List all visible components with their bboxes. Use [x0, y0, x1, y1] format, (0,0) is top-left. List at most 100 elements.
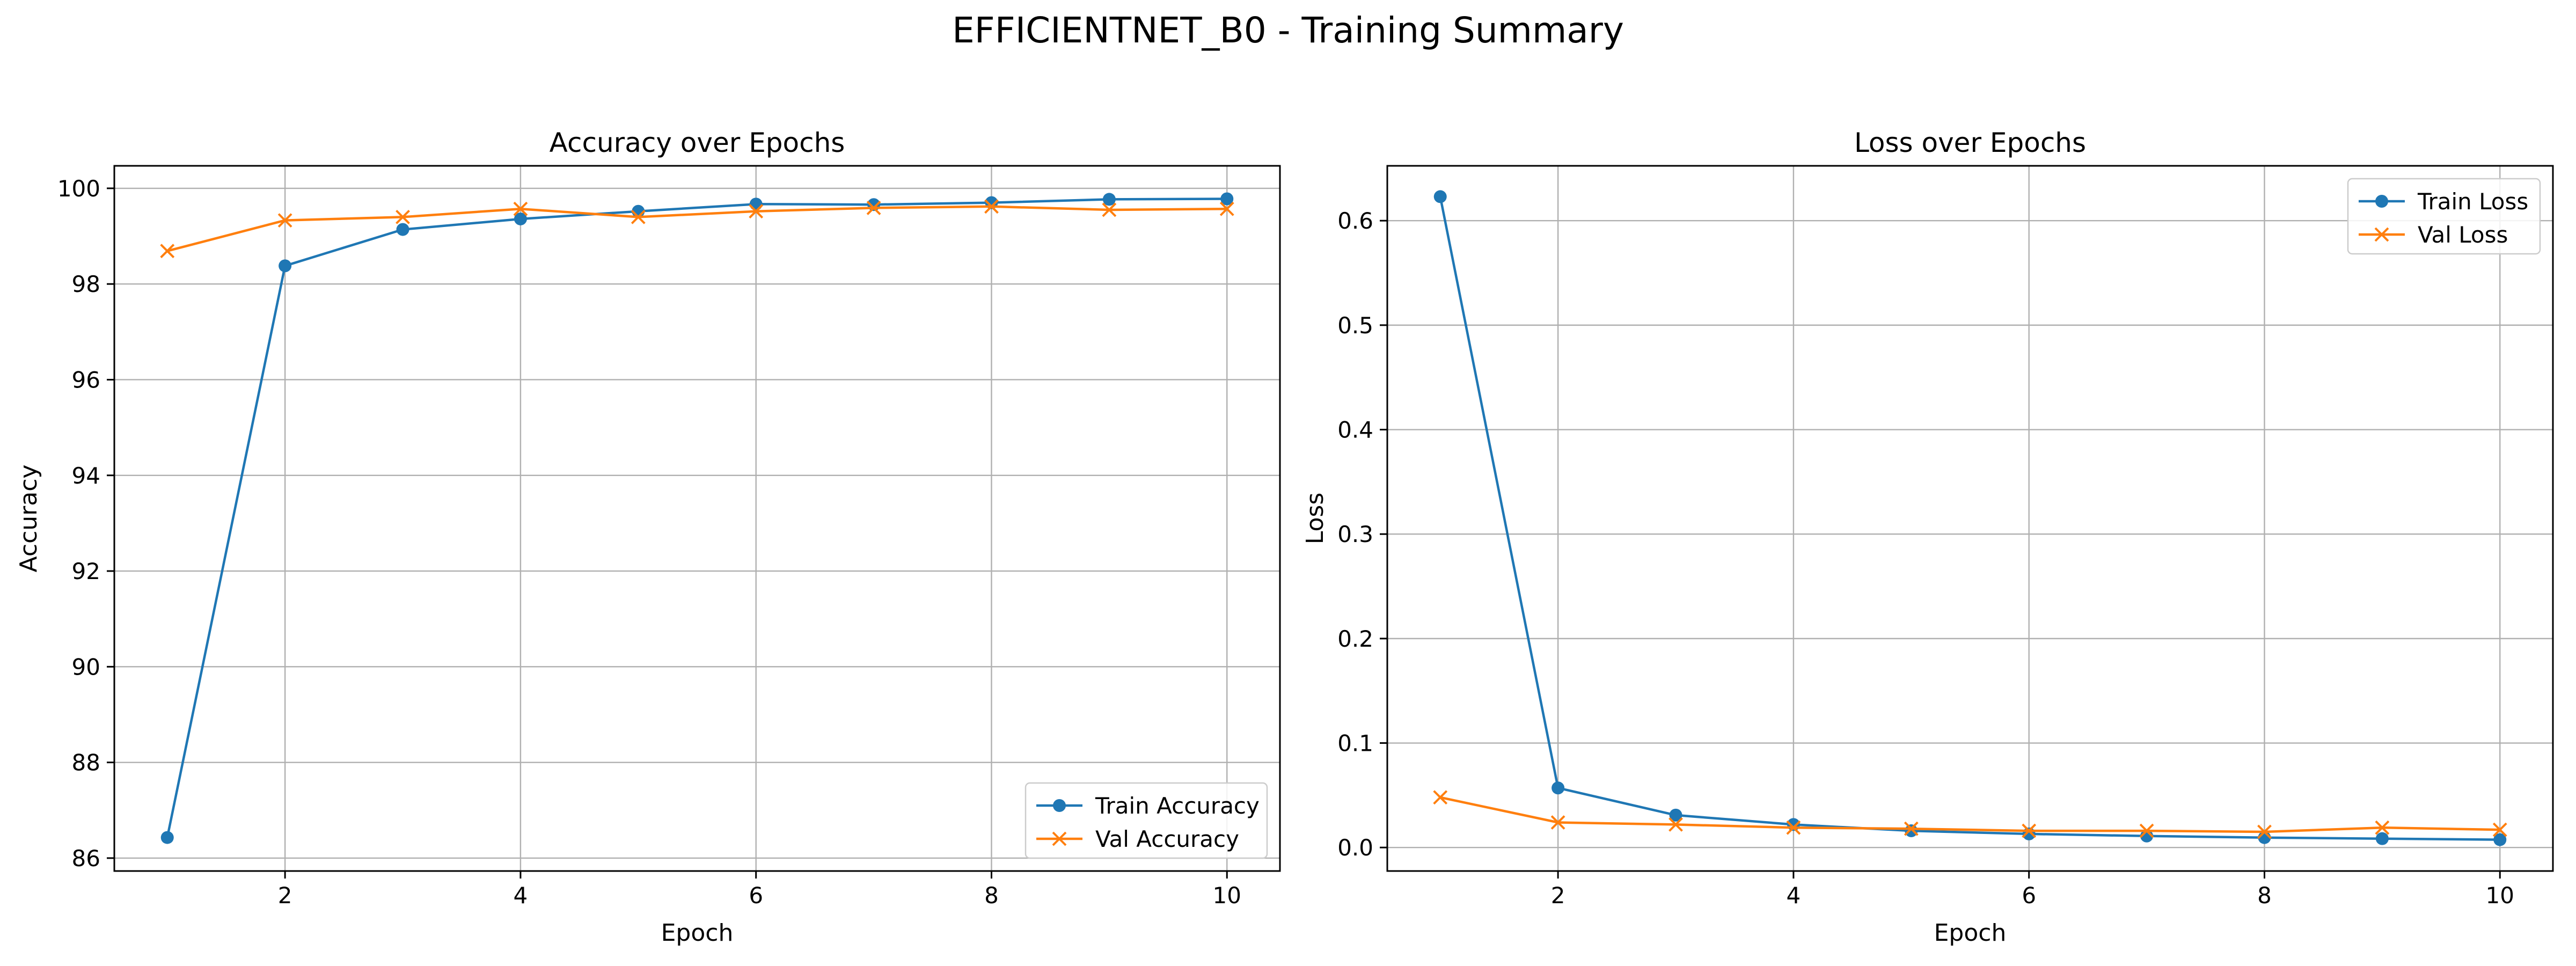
y-tick-label: 0.4	[1337, 417, 1373, 443]
data-point	[2139, 823, 2154, 838]
series-line-train	[1439, 196, 2500, 841]
data-point	[1220, 192, 1234, 206]
marker-stroke	[160, 244, 175, 259]
marker-stroke	[984, 199, 999, 214]
marker-stroke	[631, 209, 646, 224]
data-point	[396, 209, 410, 224]
legend-marker	[1052, 831, 1067, 846]
y-tick-label: 100	[57, 175, 100, 202]
plot-frame	[113, 165, 1281, 872]
data-point	[866, 201, 881, 215]
data-point	[631, 209, 646, 224]
data-point	[984, 199, 999, 214]
y-tick-label: 88	[72, 750, 100, 776]
series-line-val	[1440, 796, 2500, 833]
y-tick-label: 90	[72, 654, 100, 680]
marker-stroke	[2139, 823, 2154, 838]
series-line-train	[166, 197, 1227, 838]
marker-stroke	[749, 204, 764, 219]
legend-box	[1024, 782, 1268, 859]
data-point	[1550, 815, 1565, 830]
y-tick-label: 0.2	[1337, 626, 1373, 652]
y-tick-label: 98	[72, 271, 100, 297]
data-point	[2022, 823, 2037, 838]
marker-stroke	[2022, 823, 2037, 838]
data-point	[1219, 201, 1234, 216]
x-tick-label: 4	[1787, 882, 1801, 909]
data-point	[1669, 808, 1682, 822]
chart-loss: 2 4 6 8 10 0.0 0.1 0.2 0.3 0.4 0.5 0.6 Loss over Epo…	[1301, 127, 2554, 947]
data-point	[1102, 202, 1117, 217]
y-tick-label: 0.0	[1337, 835, 1373, 861]
y-tick-label: 0.6	[1337, 208, 1373, 234]
chart-title: Loss over Epochs	[1854, 127, 2086, 158]
series-line-val	[167, 205, 1227, 252]
y-axis-label: Loss	[1301, 493, 1329, 545]
data-point	[1668, 817, 1683, 832]
x-tick-label: 8	[2257, 882, 2272, 909]
x-tick-label: 4	[514, 882, 528, 909]
data-point	[1433, 790, 1448, 805]
data-point	[514, 212, 527, 225]
data-point	[160, 244, 175, 259]
legend-marker	[2375, 195, 2388, 208]
data-point	[2375, 832, 2389, 845]
x-tick-label: 2	[1551, 882, 1565, 909]
x-tick-label: 10	[1213, 882, 1241, 909]
y-axis-label: Accuracy	[15, 465, 42, 573]
marker-stroke	[1668, 817, 1683, 832]
x-axis-label: Epoch	[661, 919, 734, 947]
marker-stroke	[1786, 820, 1801, 835]
x-tick-label: 6	[2022, 882, 2036, 909]
y-tick-label: 92	[72, 558, 100, 584]
data-point	[749, 197, 763, 211]
marker-stroke	[2375, 820, 2390, 835]
data-point	[160, 831, 174, 844]
data-point	[1102, 193, 1116, 206]
x-tick-label: 8	[984, 882, 999, 909]
data-point	[277, 213, 292, 228]
marker-stroke	[866, 201, 881, 215]
marker-stroke	[513, 201, 528, 216]
legend: Train Accuracy Val Accuracy	[1024, 782, 1268, 859]
legend-label: Val Accuracy	[1095, 826, 1239, 852]
data-point	[2492, 822, 2507, 837]
data-point	[1905, 824, 1918, 838]
x-tick-label: 6	[749, 882, 763, 909]
chart-accuracy: 2 4 6 8 10 86 88 90 92 94 96 98 100 Accuracy over Epo…	[15, 127, 1281, 947]
data-point	[1552, 781, 1565, 795]
marker-stroke	[1904, 821, 1919, 836]
marker-stroke	[1102, 202, 1117, 217]
y-tick-label: 0.1	[1337, 730, 1373, 757]
y-tick-label: 0.3	[1337, 521, 1373, 547]
legend-label: Train Accuracy	[1095, 793, 1260, 819]
plot-frame	[1386, 165, 2554, 872]
legend-marker	[2374, 227, 2389, 242]
chart-title: Accuracy over Epochs	[550, 127, 845, 158]
y-tick-label: 0.5	[1337, 312, 1373, 339]
x-tick-label: 2	[278, 882, 292, 909]
legend: Train Loss Val Loss	[2347, 178, 2541, 255]
data-point	[2493, 833, 2507, 846]
data-point	[1433, 190, 1447, 203]
data-point	[2375, 820, 2390, 835]
data-point	[1904, 821, 1919, 836]
figure-title: EFFICIENTNET_B0 - Training Summary	[952, 10, 1624, 51]
marker-stroke	[1433, 790, 1448, 805]
data-point	[513, 201, 528, 216]
marker-stroke	[277, 213, 292, 228]
data-point	[279, 259, 292, 273]
marker-stroke	[1219, 201, 1234, 216]
marker-stroke	[1550, 815, 1565, 830]
legend-label: Train Loss	[2417, 188, 2528, 215]
legend-marker	[1053, 799, 1066, 812]
y-tick-label: 86	[72, 845, 100, 872]
data-point	[2257, 824, 2272, 839]
y-tick-label: 96	[72, 367, 100, 393]
marker-stroke	[2492, 822, 2507, 837]
marker-stroke	[2257, 824, 2272, 839]
marker-stroke	[396, 209, 410, 224]
data-point	[1786, 820, 1801, 835]
